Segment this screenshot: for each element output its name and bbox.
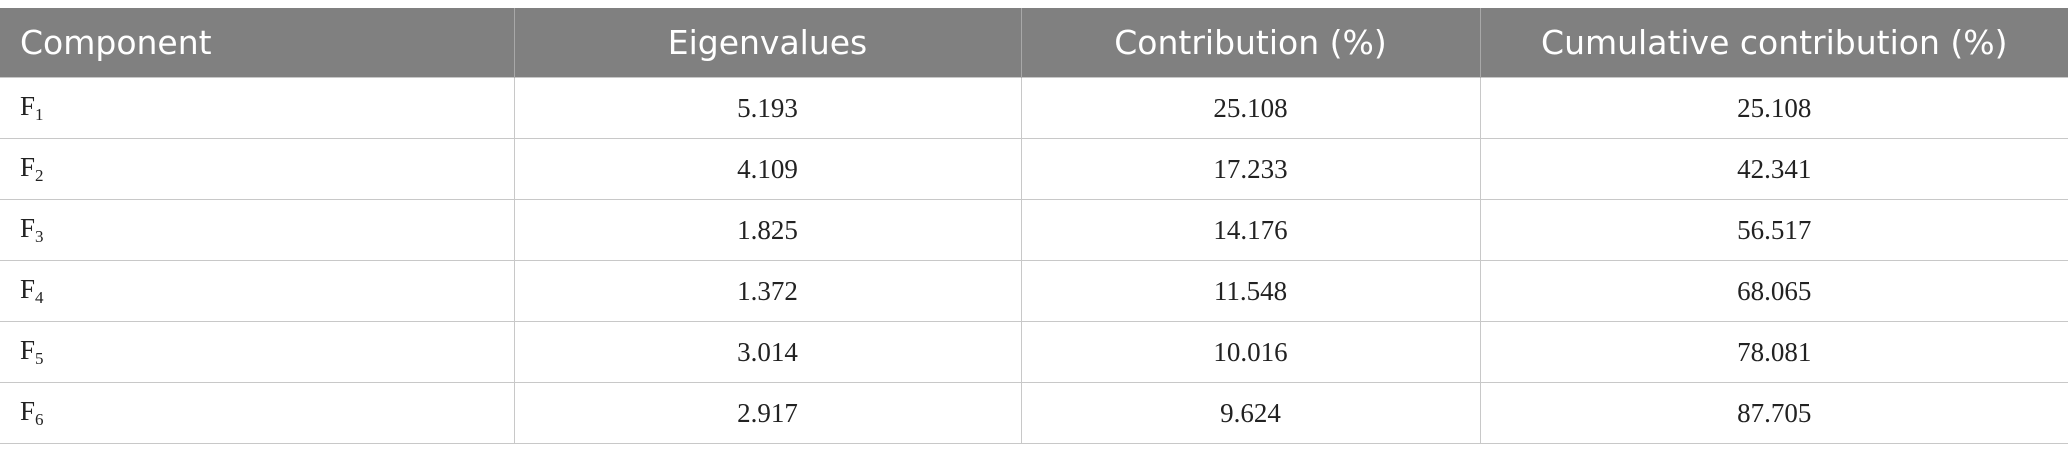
component-name: F <box>20 396 36 426</box>
table-cell: F2 <box>0 138 515 200</box>
table-cell: 2.917 <box>513 382 1022 444</box>
component-name: F <box>20 91 36 121</box>
table-cell: 5.193 <box>513 77 1022 139</box>
component-subscript: 1 <box>35 105 44 124</box>
table-cell: F6 <box>0 382 515 444</box>
table-row: F1 5.193 25.108 25.108 <box>0 77 2068 139</box>
table-cell: 42.341 <box>1479 138 2068 200</box>
header-cell: Eigenvalues <box>513 8 1021 78</box>
table-row: F2 4.109 17.233 42.341 <box>0 138 2068 200</box>
table-cell: 3.014 <box>513 321 1022 383</box>
table-cell: F5 <box>0 321 515 383</box>
table-row: F6 2.917 9.624 87.705 <box>0 382 2068 444</box>
table-cell: 17.233 <box>1020 138 1481 200</box>
component-name: F <box>20 335 36 365</box>
component-subscript: 5 <box>35 349 44 368</box>
table-cell: F4 <box>0 260 515 322</box>
component-subscript: 3 <box>35 227 44 246</box>
component-name: F <box>20 213 36 243</box>
table-cell: 25.108 <box>1020 77 1481 139</box>
table-cell: 56.517 <box>1479 199 2068 261</box>
header-cell: Cumulative contribution (%) <box>1479 8 2068 78</box>
table-cell: 25.108 <box>1479 77 2068 139</box>
component-name: F <box>20 274 36 304</box>
table-cell: 68.065 <box>1479 260 2068 322</box>
table-cell: F1 <box>0 77 515 139</box>
table-cell: 1.825 <box>513 199 1022 261</box>
table-cell: 10.016 <box>1020 321 1481 383</box>
table-cell: 14.176 <box>1020 199 1481 261</box>
data-table: Component Eigenvalues Contribution (%) Cumu… <box>0 8 2068 444</box>
table-cell: 78.081 <box>1479 321 2068 383</box>
header-cell: Contribution (%) <box>1020 8 1480 78</box>
component-subscript: 4 <box>35 288 44 307</box>
table-row: F4 1.372 11.548 68.065 <box>0 260 2068 322</box>
table-body: F1 5.193 25.108 25.108 F2 4.109 17.233 42.341 F3… <box>0 77 2068 444</box>
table-cell: 87.705 <box>1479 382 2068 444</box>
table-cell: 4.109 <box>513 138 1022 200</box>
table-cell: 9.624 <box>1020 382 1481 444</box>
component-subscript: 6 <box>35 410 44 429</box>
component-name: F <box>20 152 36 182</box>
table-cell: 11.548 <box>1020 260 1481 322</box>
header-cell: Component <box>0 8 514 78</box>
table-cell: F3 <box>0 199 515 261</box>
header-row: Component Eigenvalues Contribution (%) Cumu… <box>0 8 2068 78</box>
table-row: F5 3.014 10.016 78.081 <box>0 321 2068 383</box>
component-subscript: 2 <box>35 166 44 185</box>
table-cell: 1.372 <box>513 260 1022 322</box>
table-row: F3 1.825 14.176 56.517 <box>0 199 2068 261</box>
